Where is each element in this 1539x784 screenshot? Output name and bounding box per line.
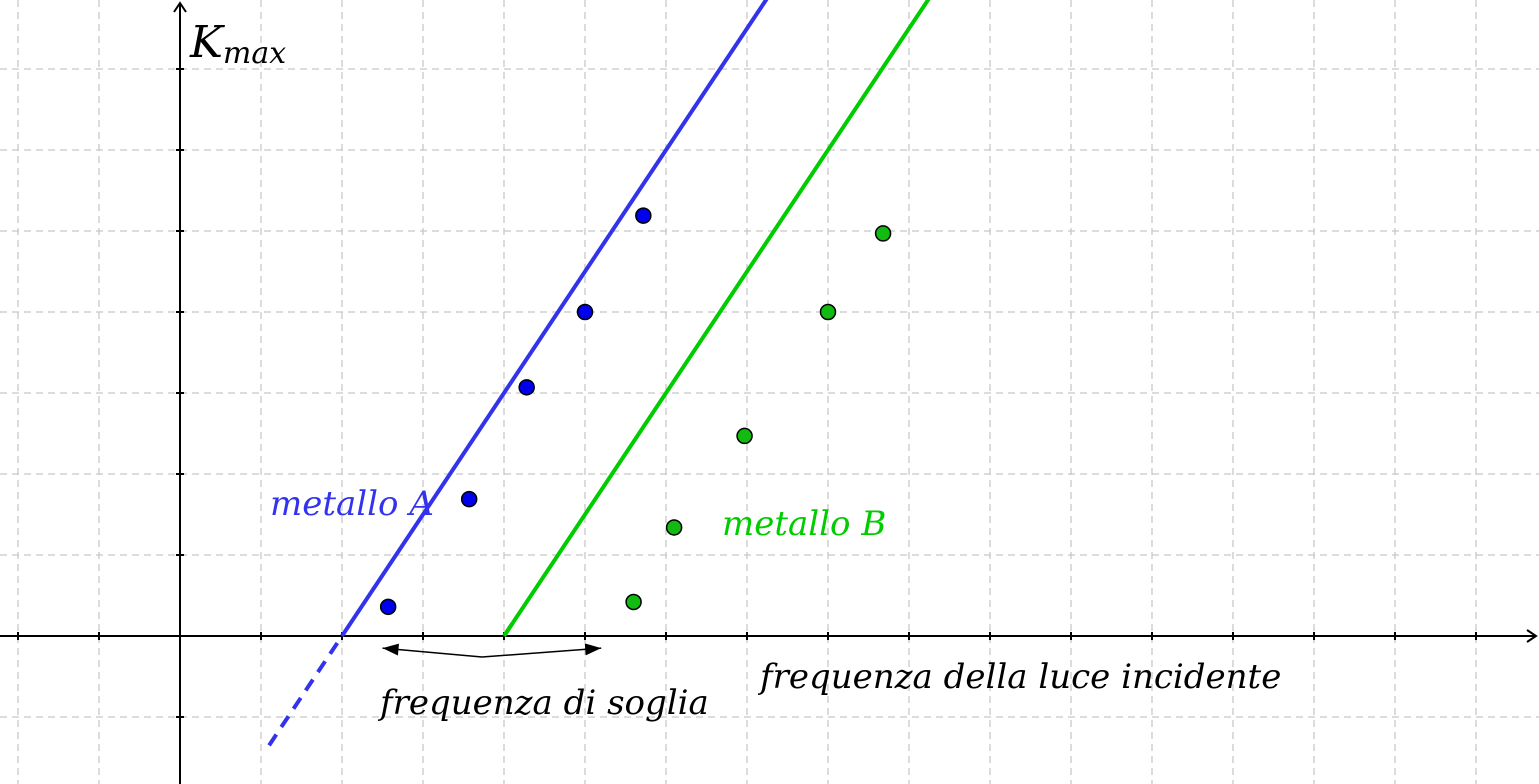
data-point	[460, 490, 478, 508]
fit-line	[340, 0, 769, 638]
annotation-arrow-line	[481, 647, 602, 658]
threshold-label: frequenza di soglia	[377, 683, 709, 723]
annotation-arrow-head	[382, 643, 399, 656]
data-point	[518, 379, 535, 396]
annotation-arrow-line	[382, 647, 483, 658]
series-label-metallo-a: metallo A	[270, 484, 434, 524]
data-point	[625, 593, 642, 611]
data-point	[576, 303, 594, 321]
series-metallo-b	[502, 0, 931, 638]
annotation-arrow-head	[584, 643, 602, 656]
threshold-annotation	[382, 643, 602, 658]
data-point	[819, 303, 837, 321]
data-point	[736, 427, 753, 445]
series-label-metallo-b: metallo B	[722, 504, 886, 544]
data-point	[665, 519, 683, 536]
series-metallo-a	[267, 0, 769, 747]
x-axis-arrow	[1526, 629, 1538, 643]
series-layer	[267, 0, 931, 747]
y-axis-label: Kmax	[189, 17, 286, 71]
data-point	[379, 598, 397, 616]
fit-line	[502, 0, 931, 638]
y-axis-arrow	[173, 1, 187, 13]
fit-line-extrapolated	[267, 634, 344, 747]
data-point	[874, 225, 892, 242]
x-axis-label: frequenza della luce incidente	[757, 657, 1281, 697]
data-point	[635, 207, 652, 224]
